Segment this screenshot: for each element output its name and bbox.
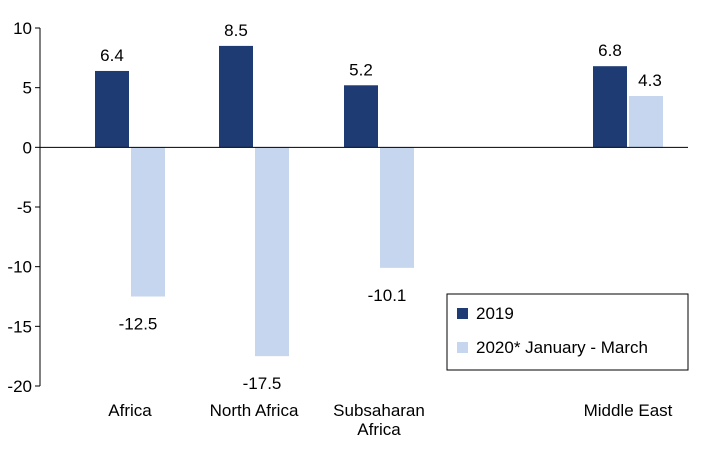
legend-label: 2020* January - March [476,338,648,357]
y-tick-label: -15 [7,317,32,336]
category-label: Africa [108,401,152,420]
bar-2020-subsaharan-africa [380,147,414,268]
category-label: North Africa [210,401,299,420]
data-label: -12.5 [119,315,158,334]
y-tick-label: 0 [23,138,32,157]
bar-2020-middle-east [629,96,663,148]
legend-swatch [457,308,468,319]
category-label: Middle East [584,401,673,420]
data-label: -10.1 [368,286,407,305]
bar-2020-north-africa [255,147,289,357]
legend-box [446,293,689,371]
legend-label: 2019 [476,304,514,323]
y-tick-label: -20 [7,377,32,396]
category-label: Subsaharan [333,401,425,420]
data-label: 6.8 [598,41,622,60]
data-label: -17.5 [243,374,282,393]
category-labels: Africa North Africa SubsaharanAfricaMiddle… [108,401,672,439]
y-tick-label: -10 [7,258,32,277]
y-tick-label: -5 [17,198,32,217]
bar-2020-africa [131,147,165,297]
data-label: 6.4 [100,46,124,65]
bar-2019-africa [95,70,129,148]
y-axis: 10 5 0 -5 -10 -15 -20 [7,19,41,396]
data-label: 4.3 [638,71,662,90]
y-tick-label: 5 [23,79,32,98]
bar-2019-north-africa [219,45,253,148]
bars [95,45,663,357]
legend-swatch [457,342,468,353]
data-label: 8.5 [224,21,248,40]
legend: 2019 2020* January - March [446,293,689,371]
bar-2019-middle-east [593,66,627,148]
category-label: Africa [357,420,401,439]
bar-2019-subsaharan-africa [344,85,378,148]
y-tick-label: 10 [13,19,32,38]
data-labels: 6.4 -12.5 8.5 -17.5 5.2 -10.1 6.8 4.3 [100,21,662,393]
data-label: 5.2 [349,60,373,79]
